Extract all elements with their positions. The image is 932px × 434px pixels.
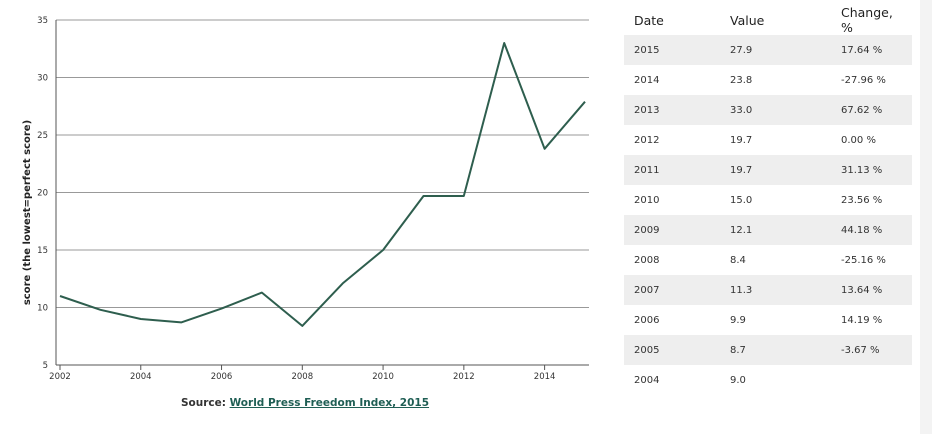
cell-date: 2008 bbox=[634, 254, 660, 266]
cell-value: 33.0 bbox=[720, 95, 831, 125]
cell-value: 8.4 bbox=[730, 254, 746, 266]
data-point bbox=[584, 100, 587, 103]
cell-date: 2013 bbox=[624, 95, 720, 125]
cell-date: 2014 bbox=[634, 74, 660, 86]
cell-value: 12.1 bbox=[720, 215, 831, 245]
cell-date: 2010 bbox=[634, 194, 660, 206]
data-point bbox=[301, 324, 304, 327]
table-row: 2005 8.7 -3.67 % bbox=[624, 335, 912, 365]
data-point bbox=[180, 321, 183, 324]
cell-date: 2005 bbox=[624, 335, 720, 365]
data-point bbox=[139, 318, 142, 321]
header-date[interactable]: Date bbox=[634, 12, 664, 28]
data-point bbox=[99, 308, 102, 311]
header-value[interactable]: Value bbox=[730, 12, 765, 28]
x-tick-label: 2002 bbox=[49, 372, 71, 382]
chart-svg: 5 10 15 20 25 30 35 2002 2004 2006 2008 2010 2012 201… bbox=[22, 16, 589, 382]
cell-change: -27.96 % bbox=[841, 74, 886, 86]
y-tick-label: 5 bbox=[43, 361, 48, 371]
table-row: 2015 27.9 17.64 % bbox=[624, 35, 912, 65]
cell-value: 19.7 bbox=[720, 155, 831, 185]
table-row: 2006 9.9 14.19 % bbox=[624, 305, 912, 335]
table-row: 2007 11.3 13.64 % bbox=[624, 275, 912, 305]
cell-change: 23.56 % bbox=[841, 194, 883, 206]
cell-value: 23.8 bbox=[730, 74, 753, 86]
y-tick-label: 10 bbox=[37, 304, 48, 314]
table-row: 2010 15.0 23.56 % bbox=[624, 185, 912, 215]
cell-value: 11.3 bbox=[720, 275, 831, 305]
cell-change: -3.67 % bbox=[831, 335, 912, 365]
x-tick-label: 2012 bbox=[453, 372, 475, 382]
cell-date: 2004 bbox=[634, 374, 660, 386]
table-row: 2013 33.0 67.62 % bbox=[624, 95, 912, 125]
data-point bbox=[260, 291, 263, 294]
y-tick-label: 20 bbox=[37, 189, 48, 199]
x-tick-label: 2014 bbox=[534, 372, 556, 382]
cell-date: 2011 bbox=[624, 155, 720, 185]
header-change[interactable]: Change, % bbox=[841, 5, 893, 35]
line-chart: 5 10 15 20 25 30 35 2002 2004 2006 2008 2010 2012 201… bbox=[0, 16, 610, 409]
data-point bbox=[422, 194, 425, 197]
data-point bbox=[341, 282, 344, 285]
cell-date: 2012 bbox=[634, 134, 660, 146]
cell-change: 44.18 % bbox=[831, 215, 912, 245]
cell-change: 0.00 % bbox=[841, 134, 876, 146]
x-tick-label: 2006 bbox=[211, 372, 233, 382]
y-tick-label: 30 bbox=[37, 74, 48, 84]
table-row: 2008 8.4 -25.16 % bbox=[624, 245, 912, 275]
table-row: 2009 12.1 44.18 % bbox=[624, 215, 912, 245]
table-row: 2012 19.7 0.00 % bbox=[624, 125, 912, 155]
cell-value: 19.7 bbox=[730, 134, 753, 146]
table-row: 2014 23.8 -27.96 % bbox=[624, 65, 912, 95]
cell-date: 2015 bbox=[624, 35, 720, 65]
cell-value: 8.7 bbox=[720, 335, 831, 365]
cell-date: 2009 bbox=[624, 215, 720, 245]
series-line bbox=[59, 42, 586, 327]
cell-change: 67.62 % bbox=[831, 95, 912, 125]
cell-value: 15.0 bbox=[730, 194, 753, 206]
data-table: Date Value Change, % 2015 27.9 17.64 % 2014… bbox=[624, 5, 912, 395]
data-point bbox=[503, 42, 506, 45]
cell-change: 17.64 % bbox=[831, 35, 912, 65]
table-row: 2011 19.7 31.13 % bbox=[624, 155, 912, 185]
cell-date: 2006 bbox=[634, 314, 660, 326]
data-point bbox=[462, 194, 465, 197]
y-tick-label: 35 bbox=[37, 16, 48, 26]
source-prefix: Source: bbox=[180, 397, 230, 409]
cell-value: 27.9 bbox=[720, 35, 831, 65]
cell-value: 9.0 bbox=[730, 374, 746, 386]
cell-change: 13.64 % bbox=[831, 275, 912, 305]
cell-change: 14.19 % bbox=[841, 314, 883, 326]
table-header-row: Date Value Change, % bbox=[624, 5, 912, 35]
cell-change: 31.13 % bbox=[831, 155, 912, 185]
data-point bbox=[382, 249, 385, 252]
y-axis-label: score (the lowest=perfect score) bbox=[22, 120, 33, 305]
source-caption: Source: World Press Freedom Index, 2015 bbox=[0, 397, 610, 409]
source-link[interactable]: World Press Freedom Index, 2015 bbox=[229, 397, 430, 409]
data-point bbox=[543, 147, 546, 150]
cell-value: 9.9 bbox=[730, 314, 746, 326]
x-tick-label: 2010 bbox=[372, 372, 394, 382]
scrollbar-track[interactable] bbox=[920, 0, 932, 434]
x-tick-label: 2008 bbox=[291, 372, 313, 382]
data-point bbox=[220, 307, 223, 310]
data-point bbox=[59, 295, 62, 298]
x-tick-label: 2004 bbox=[130, 372, 152, 382]
y-tick-label: 15 bbox=[37, 246, 48, 256]
table-row: 2004 9.0 bbox=[624, 365, 912, 395]
y-tick-label: 25 bbox=[37, 131, 48, 141]
cell-change: -25.16 % bbox=[841, 254, 886, 266]
cell-date: 2007 bbox=[624, 275, 720, 305]
cell-change bbox=[831, 365, 912, 395]
